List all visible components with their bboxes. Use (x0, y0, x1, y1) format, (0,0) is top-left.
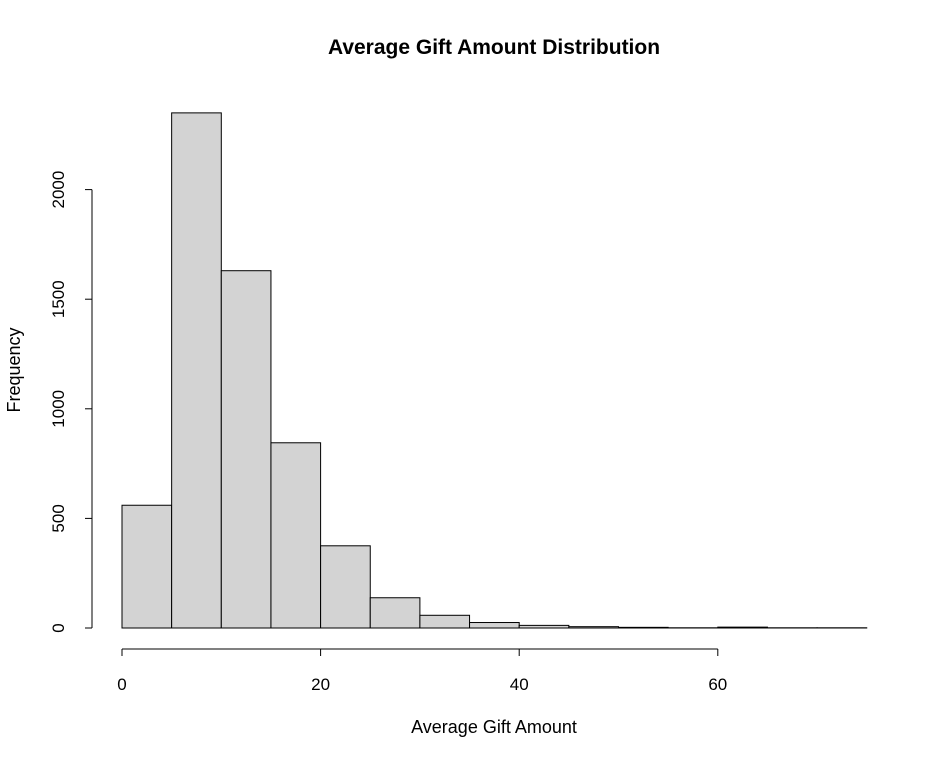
x-tick-label-0: 0 (117, 675, 126, 694)
histogram-bar-6 (419, 614, 471, 629)
chart-title: Average Gift Amount Distribution (328, 36, 660, 59)
y-axis-label: Frequency (4, 327, 24, 412)
histogram-bar-9 (568, 626, 619, 629)
histogram-bar-5 (369, 597, 421, 629)
histogram-bar-10 (618, 626, 669, 629)
histogram-bar-8 (518, 624, 570, 629)
x-axis: 0 20 40 60 (117, 648, 727, 694)
y-tick-label-2000: 2000 (49, 171, 68, 209)
x-tick-label-60: 60 (708, 675, 727, 694)
y-tick-label-1500: 1500 (49, 280, 68, 318)
histogram-bar-0 (121, 504, 173, 629)
y-tick-label-500: 500 (49, 504, 68, 532)
x-tick-label-20: 20 (311, 675, 330, 694)
x-tick-label-40: 40 (510, 675, 529, 694)
histogram-bar-7 (469, 622, 520, 629)
histogram-bar-4 (320, 545, 371, 629)
y-tick-label-0: 0 (49, 623, 68, 632)
x-axis-label: Average Gift Amount (411, 717, 577, 737)
histogram-bar-3 (270, 442, 322, 629)
histogram-bar-2 (220, 270, 272, 629)
y-axis: 0 500 1000 1500 2000 (49, 171, 93, 633)
histogram-bar-1 (171, 112, 222, 629)
histogram-bar-12 (717, 626, 768, 629)
y-tick-label-1000: 1000 (49, 390, 68, 428)
bars-group (121, 112, 868, 629)
